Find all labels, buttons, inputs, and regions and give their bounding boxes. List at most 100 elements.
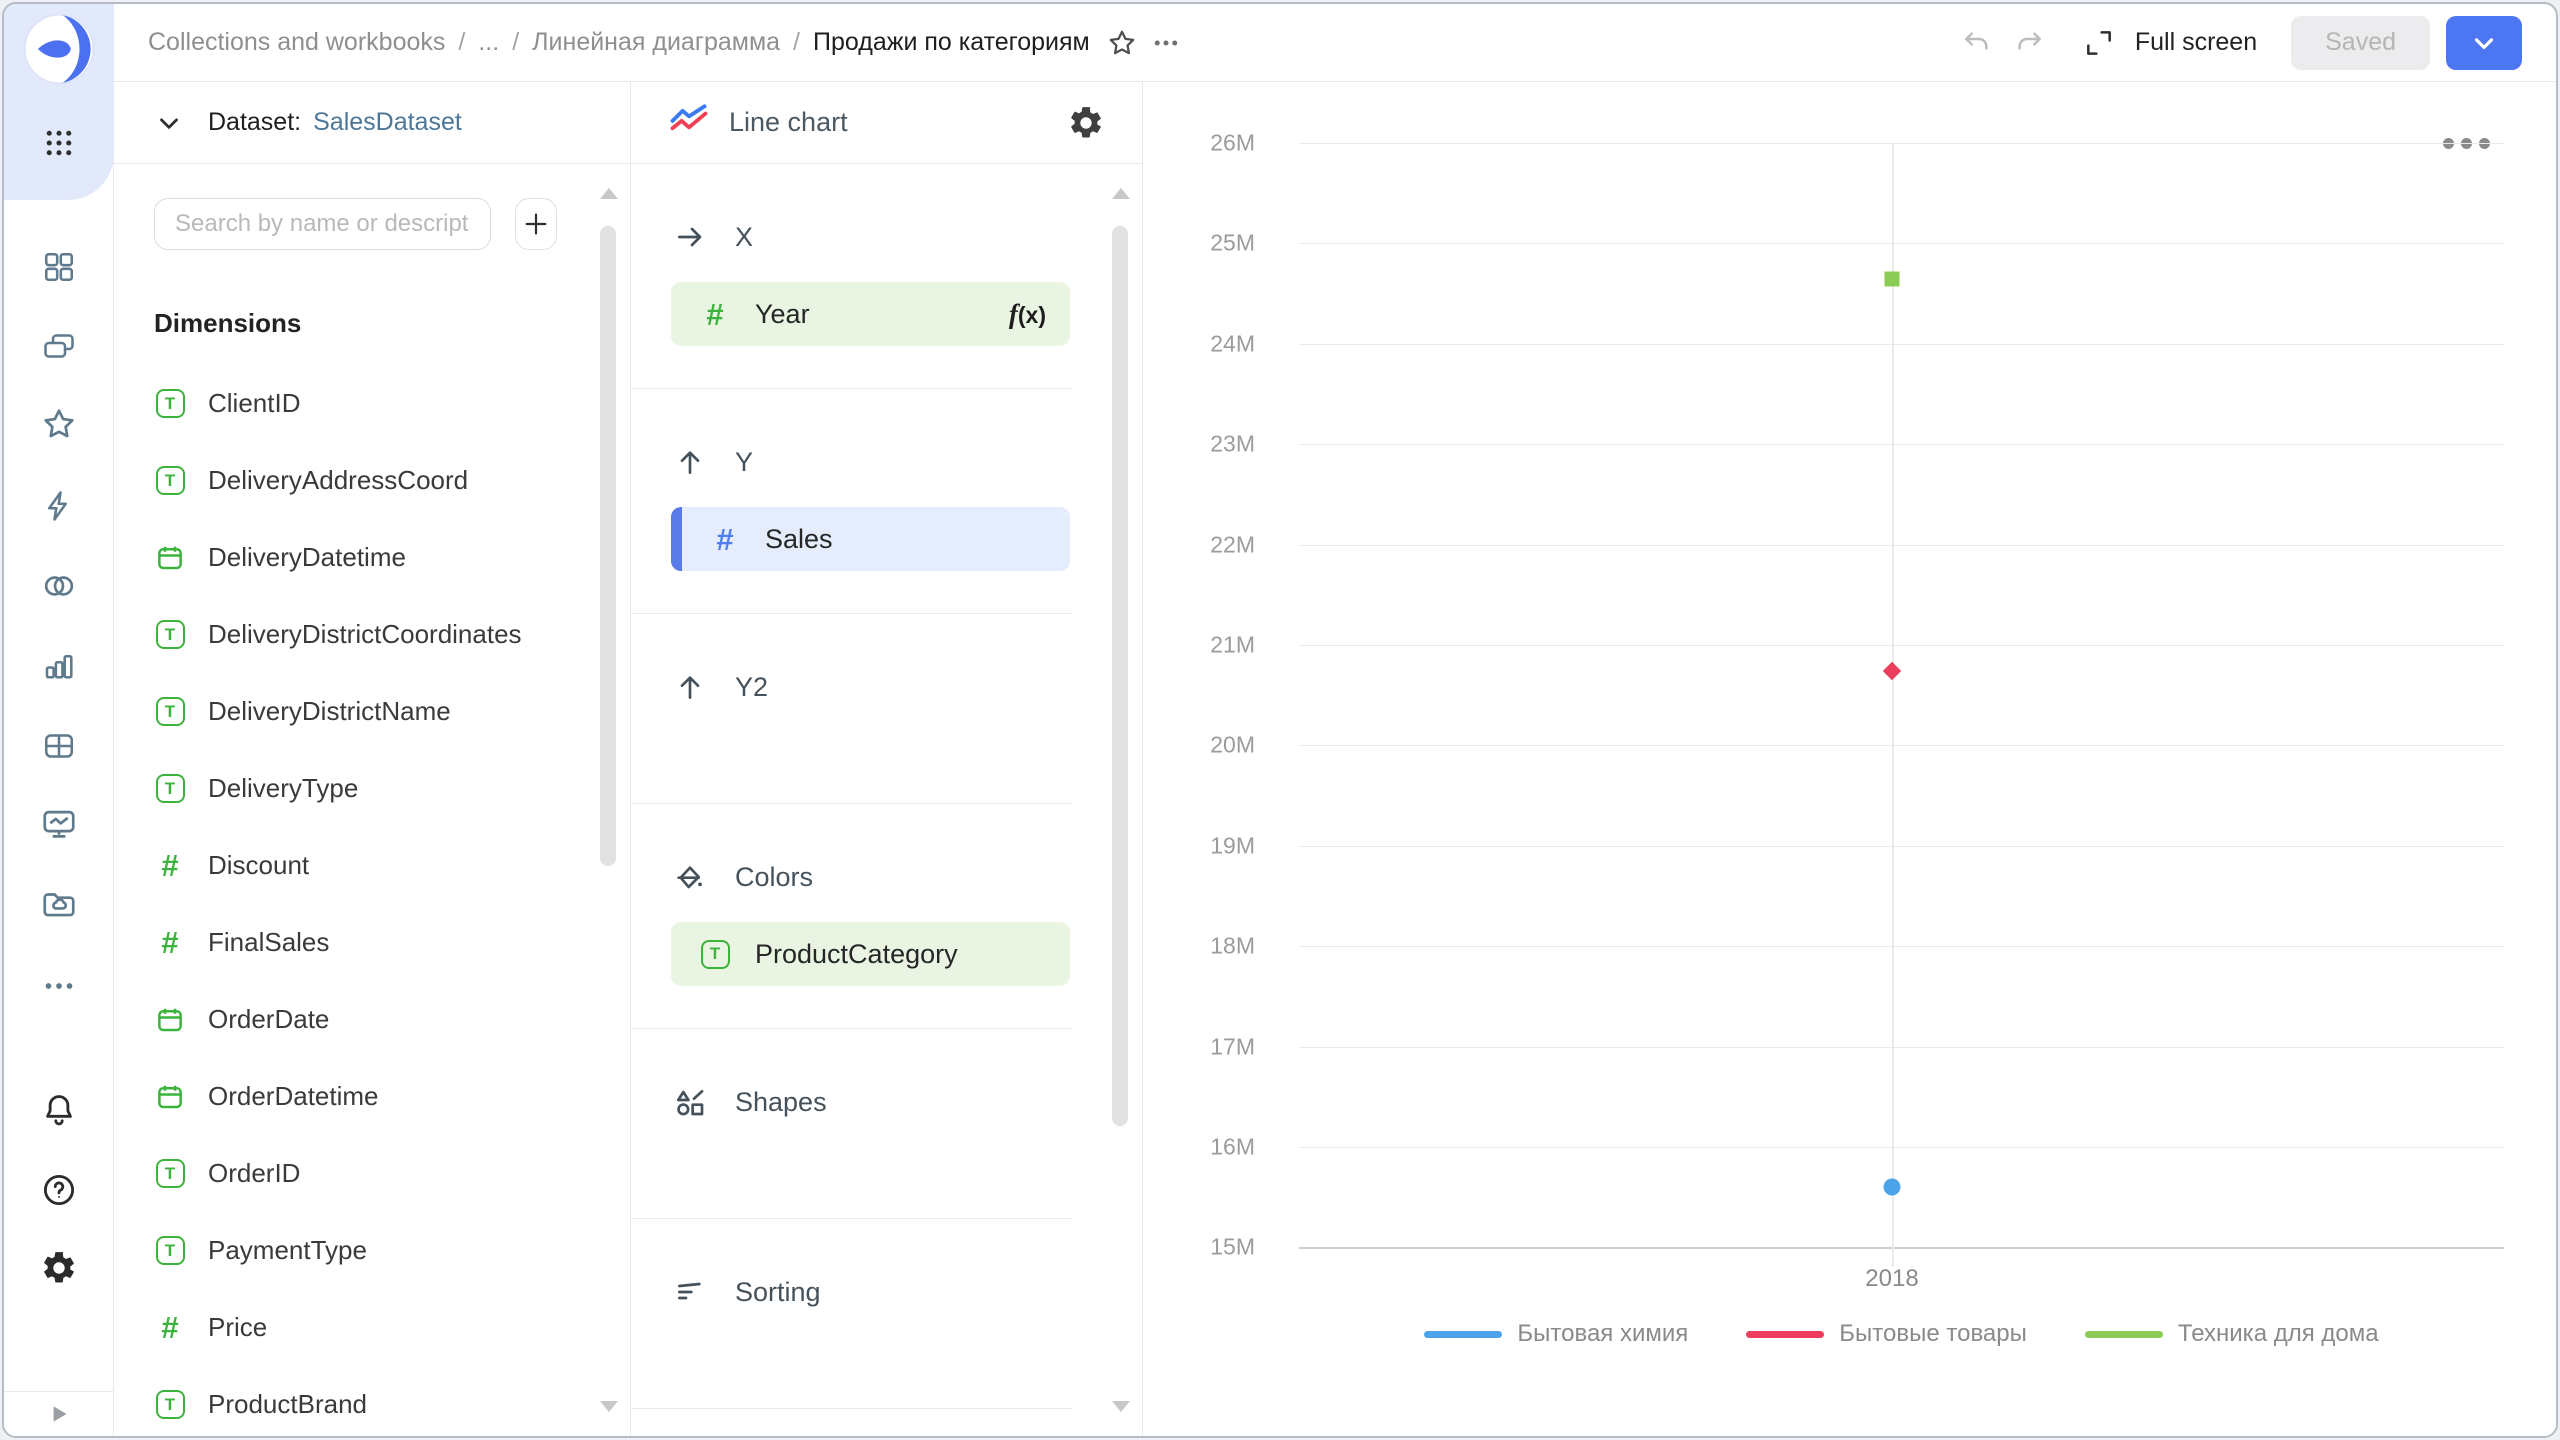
scrollbar-thumb[interactable] xyxy=(1112,226,1128,1126)
breadcrumb-item[interactable]: Collections and workbooks xyxy=(148,28,446,56)
scrollbar-thumb[interactable] xyxy=(600,226,616,866)
scroll-up-arrow-icon[interactable] xyxy=(600,188,618,199)
field-name: DeliveryType xyxy=(208,773,359,803)
dataset-field-Price[interactable]: # Price xyxy=(154,1289,630,1366)
dataset-field-DeliveryDistrictName[interactable]: T DeliveryDistrictName xyxy=(154,673,630,750)
scroll-up-arrow-icon[interactable] xyxy=(1112,188,1130,199)
search-input[interactable] xyxy=(154,198,491,250)
number-field-icon: # xyxy=(716,521,734,557)
dataset-field-DeliveryType[interactable]: T DeliveryType xyxy=(154,750,630,827)
add-field-button[interactable] xyxy=(515,198,557,250)
left-rail xyxy=(4,4,114,1436)
settings-gear-icon[interactable] xyxy=(37,1246,81,1290)
breadcrumb-separator: / xyxy=(512,28,520,56)
favorite-star-icon[interactable] xyxy=(1100,21,1144,65)
redo-icon[interactable] xyxy=(2007,21,2051,65)
section-label: Colors xyxy=(735,861,814,892)
more-ellipsis-icon[interactable] xyxy=(37,964,81,1008)
notifications-bell-icon[interactable] xyxy=(37,1088,81,1132)
dataset-field-DeliveryAddressCoord[interactable]: T DeliveryAddressCoord xyxy=(154,442,630,519)
entry-menu-ellipsis-icon[interactable] xyxy=(1144,21,1188,65)
y-gridline xyxy=(1299,1247,2504,1250)
dataset-field-OrderDatetime[interactable]: OrderDatetime xyxy=(154,1058,630,1135)
connections-lightning-icon[interactable] xyxy=(37,484,81,528)
breadcrumb-item[interactable]: ... xyxy=(478,28,500,56)
dataset-field-PaymentType[interactable]: T PaymentType xyxy=(154,1212,630,1289)
y-axis-tick-label: 15M xyxy=(1210,1233,1255,1260)
placed-field-pill-Sales[interactable]: # Sales xyxy=(671,507,1070,571)
apps-grid-icon[interactable] xyxy=(37,121,81,165)
field-name: ClientID xyxy=(208,388,301,418)
placed-field-pill-ProductCategory[interactable]: T ProductCategory xyxy=(671,922,1070,986)
data-point-marker-square[interactable] xyxy=(1884,271,1900,286)
legend-item[interactable]: Бытовые товары xyxy=(1746,1320,2027,1348)
text-field-icon: T xyxy=(699,938,731,970)
y-gridline xyxy=(1299,946,2504,948)
scroll-down-arrow-icon[interactable] xyxy=(600,1401,618,1412)
number-field-icon: # xyxy=(161,925,179,960)
dataset-field-OrderID[interactable]: T OrderID xyxy=(154,1135,630,1212)
fullscreen-expand-icon[interactable] xyxy=(2077,21,2121,65)
fullscreen-label[interactable]: Full screen xyxy=(2134,28,2258,56)
dataset-field-DeliveryDatetime[interactable]: DeliveryDatetime xyxy=(154,519,630,596)
storage-cloud-folder-icon[interactable] xyxy=(37,882,81,926)
dimensions-list: T ClientID T DeliveryAddressCoord DeliveryDa… xyxy=(154,365,630,1436)
chart-config-body: X # Year f(x) Y # Sales Y2 Colors T ProductCategor… xyxy=(631,164,1142,1436)
collapse-dataset-chevron-icon[interactable] xyxy=(152,106,186,140)
rail-footer-divider xyxy=(4,1391,113,1392)
dataset-field-OrderDate[interactable]: OrderDate xyxy=(154,981,630,1058)
dataset-field-Discount[interactable]: # Discount xyxy=(154,827,630,904)
editor-monitor-icon[interactable] xyxy=(37,802,81,846)
legend-item[interactable]: Техника для дома xyxy=(2084,1320,2379,1348)
config-scrollbar[interactable] xyxy=(1108,174,1134,1426)
y-gridline xyxy=(1299,645,2504,646)
chart-settings-gear-icon[interactable] xyxy=(1064,101,1108,145)
legend-item[interactable]: Бытовая химия xyxy=(1424,1320,1688,1348)
text-field-icon: T xyxy=(154,1235,186,1267)
save-dropdown-button[interactable] xyxy=(2446,15,2522,70)
dataset-field-ProductBrand[interactable]: T ProductBrand xyxy=(154,1366,630,1436)
field-name: ProductBrand xyxy=(208,1389,367,1419)
datalens-logo[interactable] xyxy=(22,12,96,86)
y-gridline xyxy=(1299,444,2504,446)
y-gridline xyxy=(1299,845,2504,847)
y-gridline xyxy=(1299,143,2504,144)
breadcrumb-item[interactable]: Продажи по категориям xyxy=(813,28,1090,56)
workbooks-icon[interactable] xyxy=(37,324,81,368)
charts-icon[interactable] xyxy=(37,644,81,688)
data-point-marker-circle[interactable] xyxy=(1883,1178,1901,1196)
dataset-field-FinalSales[interactable]: # FinalSales xyxy=(154,904,630,981)
dataset-scrollbar[interactable] xyxy=(596,174,622,1426)
chart-config-panel: Line chart X # Year f(x) Y # Sales Y2 Colors T Pro… xyxy=(631,82,1143,1436)
undo-icon[interactable] xyxy=(1955,21,1999,65)
saved-button[interactable]: Saved xyxy=(2291,15,2430,70)
favorites-star-icon[interactable] xyxy=(37,402,81,446)
y-axis-tick-label: 25M xyxy=(1210,229,1255,256)
dataset-field-ClientID[interactable]: T ClientID xyxy=(154,365,630,442)
tables-icon[interactable] xyxy=(37,724,81,768)
field-name: DeliveryDistrictName xyxy=(208,696,451,726)
chart-config-header: Line chart xyxy=(631,82,1142,164)
y-axis-tick-label: 21M xyxy=(1210,631,1255,658)
expand-sidebar-icon[interactable] xyxy=(37,1396,81,1432)
chart-type-label[interactable]: Line chart xyxy=(729,107,848,137)
dataset-name-link[interactable]: SalesDataset xyxy=(313,108,462,136)
data-point-marker-diamond[interactable] xyxy=(1882,661,1902,681)
help-icon[interactable] xyxy=(37,1168,81,1212)
placed-field-pill-Year[interactable]: # Year f(x) xyxy=(671,282,1070,346)
formula-fx-icon[interactable]: f(x) xyxy=(1008,298,1046,329)
dataset-field-DeliveryDistrictCoordinates[interactable]: T DeliveryDistrictCoordinates xyxy=(154,596,630,673)
dataset-panel: Dataset: SalesDataset Dimensions T Client… xyxy=(114,82,631,1436)
y-axis-tick-label: 16M xyxy=(1210,1133,1255,1160)
datasets-icon[interactable] xyxy=(37,564,81,608)
number-field-icon: # xyxy=(706,296,724,332)
scroll-down-arrow-icon[interactable] xyxy=(1112,1401,1130,1412)
pill-field-name: ProductCategory xyxy=(755,938,958,969)
config-section-x: X # Year f(x) xyxy=(631,164,1072,389)
arrow-up-icon xyxy=(671,668,709,706)
dashboards-icon[interactable] xyxy=(37,245,81,289)
paint-bucket-icon xyxy=(671,858,709,896)
legend-line-swatch xyxy=(2084,1330,2163,1338)
y-axis-tick-label: 22M xyxy=(1210,531,1255,558)
breadcrumb-item[interactable]: Линейная диаграмма xyxy=(532,28,781,56)
